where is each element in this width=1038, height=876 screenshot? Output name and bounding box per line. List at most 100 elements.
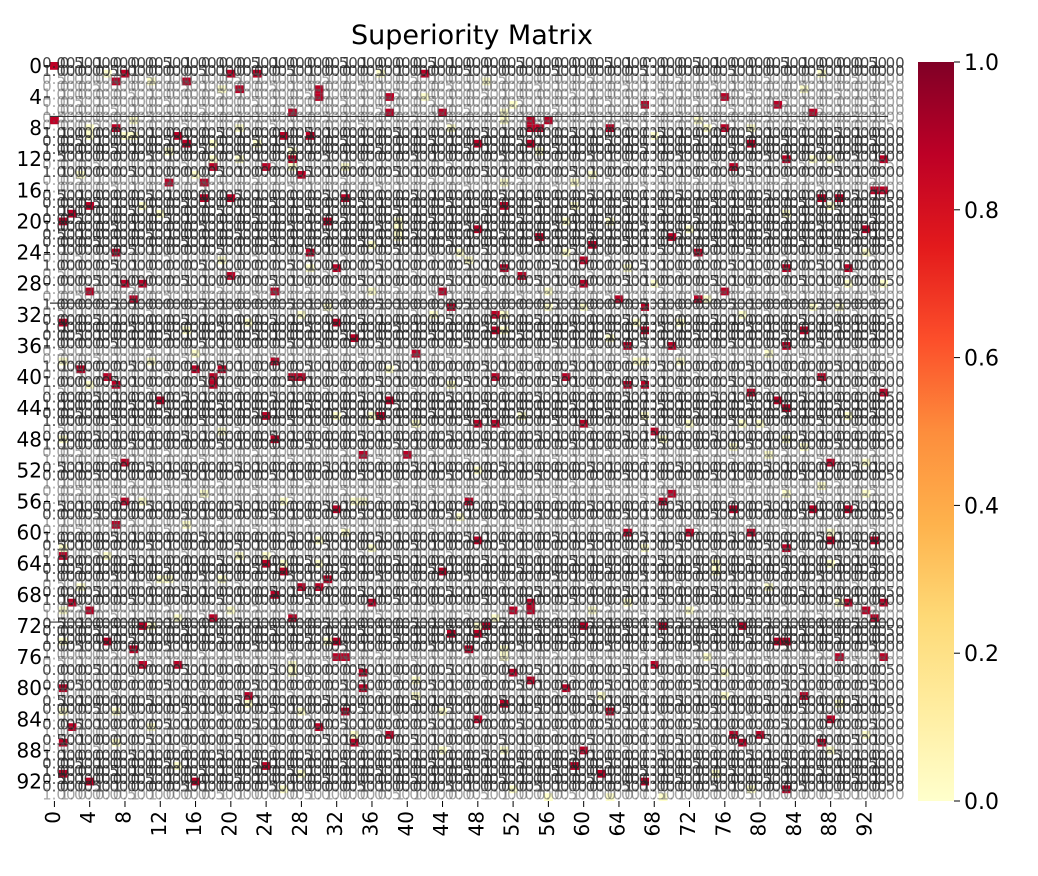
x-tick-label: 16 — [182, 811, 206, 836]
heatmap-cell — [755, 419, 765, 428]
cell-annotation: 1.00 — [271, 78, 304, 96]
heatmap-cell — [376, 412, 386, 420]
cell-annotation: 0.00 — [571, 78, 604, 96]
heatmap-cells — [50, 62, 888, 801]
heatmap-cell — [67, 598, 77, 607]
heatmap-cell — [773, 396, 783, 405]
heatmap-cell — [579, 303, 589, 311]
heatmap-cell — [394, 233, 403, 241]
cell-annotation: 0.50 — [254, 78, 287, 96]
heatmap-cell — [349, 497, 359, 506]
cell-annotation: 0.00 — [95, 85, 128, 103]
heatmap-cell — [817, 69, 827, 78]
cell-annotation: 0.00 — [113, 70, 146, 88]
cell-annotation: 1.00 — [748, 85, 781, 103]
heatmap-cell — [147, 77, 156, 86]
cell-annotation: 1.00 — [324, 70, 357, 88]
heatmap-cell — [438, 287, 447, 296]
heatmap-cell — [385, 365, 395, 374]
cell-annotation: 1.00 — [554, 62, 587, 80]
heatmap-cell — [182, 326, 192, 335]
cell-annotation: 1.00 — [430, 54, 463, 72]
cell-annotation: 0.00 — [801, 70, 834, 88]
cell-annotation: 0.50 — [536, 62, 569, 80]
heatmap-cell — [147, 723, 156, 731]
cell-annotation: 0.00 — [466, 70, 499, 88]
heatmap-cell — [808, 108, 818, 117]
heatmap-cell — [429, 310, 439, 319]
cell-annotation: 0.00 — [289, 54, 322, 72]
heatmap-cell — [826, 715, 836, 724]
heatmap-cell — [438, 567, 447, 576]
heatmap-cell — [879, 388, 888, 397]
heatmap-cell — [843, 598, 853, 607]
heatmap-cell — [799, 443, 809, 451]
cell-annotation: 0.00 — [871, 62, 904, 80]
heatmap-cell — [296, 583, 306, 591]
heatmap-background — [50, 62, 888, 801]
cell-annotation: 1.00 — [677, 85, 710, 103]
heatmap-cell — [535, 233, 544, 241]
cell-annotation: 1.00 — [148, 70, 181, 88]
cell-annotation: 1.00 — [113, 62, 146, 80]
heatmap-cell — [473, 419, 483, 428]
heatmap-cell — [173, 132, 183, 140]
cell-annotation: 0.00 — [854, 78, 887, 96]
heatmap-cell — [702, 295, 712, 304]
heatmap-cell — [879, 155, 888, 164]
heatmap-cell — [861, 458, 871, 467]
heatmap-cell — [879, 279, 888, 288]
cell-annotation: 0.00 — [324, 62, 357, 80]
heatmap-cell — [508, 668, 518, 677]
cell-annotation: 1.00 — [130, 62, 163, 80]
heatmap-cell — [288, 108, 297, 117]
heatmap-cell — [50, 116, 59, 125]
heatmap-cell — [58, 769, 68, 778]
heatmap-cell — [341, 653, 350, 661]
cell-annotation: 1.00 — [166, 54, 199, 72]
heatmap-cell — [499, 108, 509, 117]
heatmap-cell — [296, 707, 306, 716]
cell-annotation: 1.00 — [518, 70, 551, 88]
heatmap-cell — [835, 303, 844, 311]
heatmap-cell — [579, 622, 589, 630]
heatmap-cell — [746, 528, 756, 537]
heatmap-cell — [58, 357, 68, 366]
heatmap-cell — [738, 310, 747, 319]
cell-annotation: 1.00 — [413, 85, 446, 103]
cell-annotation: 1.00 — [201, 78, 234, 96]
heatmap-cell — [605, 334, 615, 343]
cell-annotation: 0.50 — [448, 62, 481, 80]
cell-annotation: 0.50 — [501, 54, 534, 72]
heatmap-cell — [438, 746, 447, 755]
heatmap-cell — [464, 645, 474, 654]
cell-annotation: 1.00 — [483, 85, 516, 103]
heatmap-cell — [217, 85, 227, 94]
heatmap-cell — [588, 606, 597, 615]
heatmap-cell — [314, 85, 324, 94]
heatmap-cell — [491, 419, 500, 428]
cell-annotation: 0.00 — [571, 54, 604, 72]
heatmap-cell — [499, 116, 509, 125]
heatmap-cell — [570, 762, 580, 770]
heatmap-cell — [835, 598, 844, 607]
heatmap-cell — [482, 622, 492, 630]
heatmap-cell — [808, 303, 818, 311]
cell-annotation: 0.00 — [60, 78, 93, 96]
heatmap-cell — [861, 489, 871, 498]
cell-annotation: 1.00 — [783, 70, 816, 88]
cell-annotation: 1.00 — [695, 54, 728, 72]
cell-annotation: 0.00 — [483, 78, 516, 96]
cell-annotation: 0.00 — [360, 70, 393, 88]
heatmap-cell — [729, 443, 739, 451]
heatmap-cell — [208, 380, 218, 389]
heatmap-cell — [649, 279, 659, 288]
cell-annotation: 0.00 — [183, 70, 216, 88]
heatmap-cell — [191, 349, 200, 358]
heatmap-cell — [244, 318, 253, 327]
cell-annotation: 0.00 — [554, 54, 587, 72]
heatmap-cell — [843, 279, 853, 288]
heatmap-cell — [314, 583, 324, 591]
cell-annotation: 0.50 — [148, 54, 181, 72]
heatmap-cell — [764, 349, 774, 358]
